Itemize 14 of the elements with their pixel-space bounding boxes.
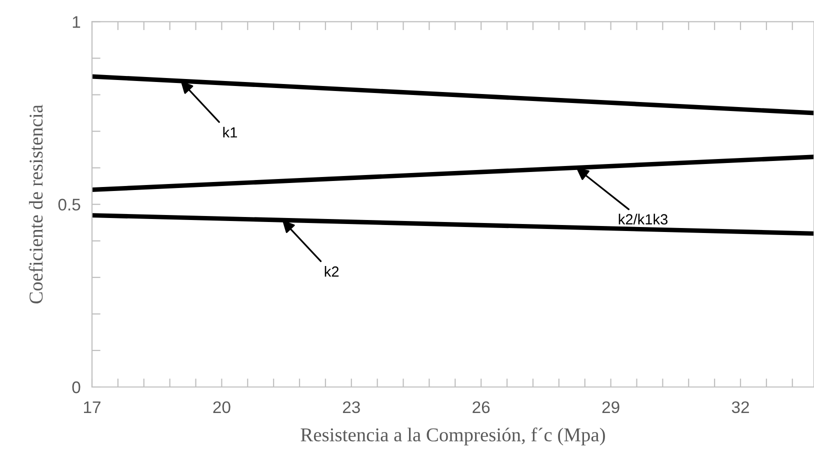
x-tick-label: 29 [602, 401, 620, 414]
annotation: k1 [223, 126, 237, 138]
x-tick-label: 17 [84, 402, 100, 413]
x-tick-label: 23 [342, 401, 360, 414]
y-axis-title: Coeficiente de resistencia [28, 104, 43, 304]
x-tick-label: 32 [732, 401, 749, 414]
x-tick-label: 20 [213, 401, 230, 414]
annotation: k2/k1k3 [618, 214, 668, 225]
y-tick-label: 0.5 [58, 198, 80, 211]
y-tick-label: 0 [72, 381, 80, 394]
x-tick-label: 26 [472, 401, 490, 414]
annotation: k2 [324, 266, 339, 277]
x-axis-title: Resistencia a la Compresión, f´c (Mpa) [300, 428, 605, 446]
y-tick-label: 1 [72, 16, 80, 28]
